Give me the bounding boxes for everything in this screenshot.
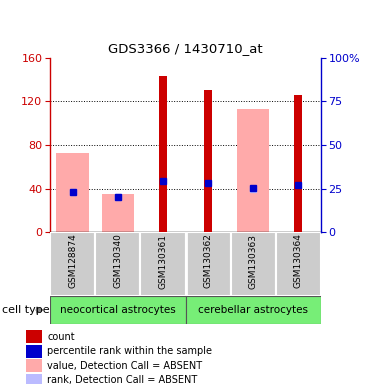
Text: GSM130363: GSM130363 [249, 233, 258, 289]
Text: cell type: cell type [2, 305, 49, 315]
Bar [95, 232, 140, 296]
Bar [102, 194, 134, 232]
Text: GSM130340: GSM130340 [113, 233, 122, 288]
Bar [186, 232, 231, 296]
Text: percentile rank within the sample: percentile rank within the sample [47, 346, 212, 356]
Bar [26, 359, 42, 372]
Text: value, Detection Call = ABSENT: value, Detection Call = ABSENT [47, 361, 202, 371]
Text: neocortical astrocytes: neocortical astrocytes [60, 305, 175, 315]
Text: rank, Detection Call = ABSENT: rank, Detection Call = ABSENT [47, 375, 197, 384]
Text: cerebellar astrocytes: cerebellar astrocytes [198, 305, 308, 315]
Bar [294, 95, 302, 232]
Text: GSM130362: GSM130362 [204, 233, 213, 288]
Text: count: count [47, 332, 75, 342]
Bar [56, 152, 89, 232]
Bar [140, 232, 186, 296]
Bar [50, 232, 95, 296]
Bar [26, 330, 42, 343]
Bar [26, 345, 42, 358]
Bar [186, 296, 321, 324]
Bar [50, 296, 186, 324]
Text: GSM130364: GSM130364 [294, 233, 303, 288]
Text: GSM130361: GSM130361 [158, 233, 167, 289]
Bar [276, 232, 321, 296]
Title: GDS3366 / 1430710_at: GDS3366 / 1430710_at [108, 42, 263, 55]
Bar [159, 76, 167, 232]
Text: GSM128874: GSM128874 [68, 233, 77, 288]
Bar [26, 374, 42, 384]
Bar [237, 109, 269, 232]
Bar [231, 232, 276, 296]
Bar [204, 90, 212, 232]
